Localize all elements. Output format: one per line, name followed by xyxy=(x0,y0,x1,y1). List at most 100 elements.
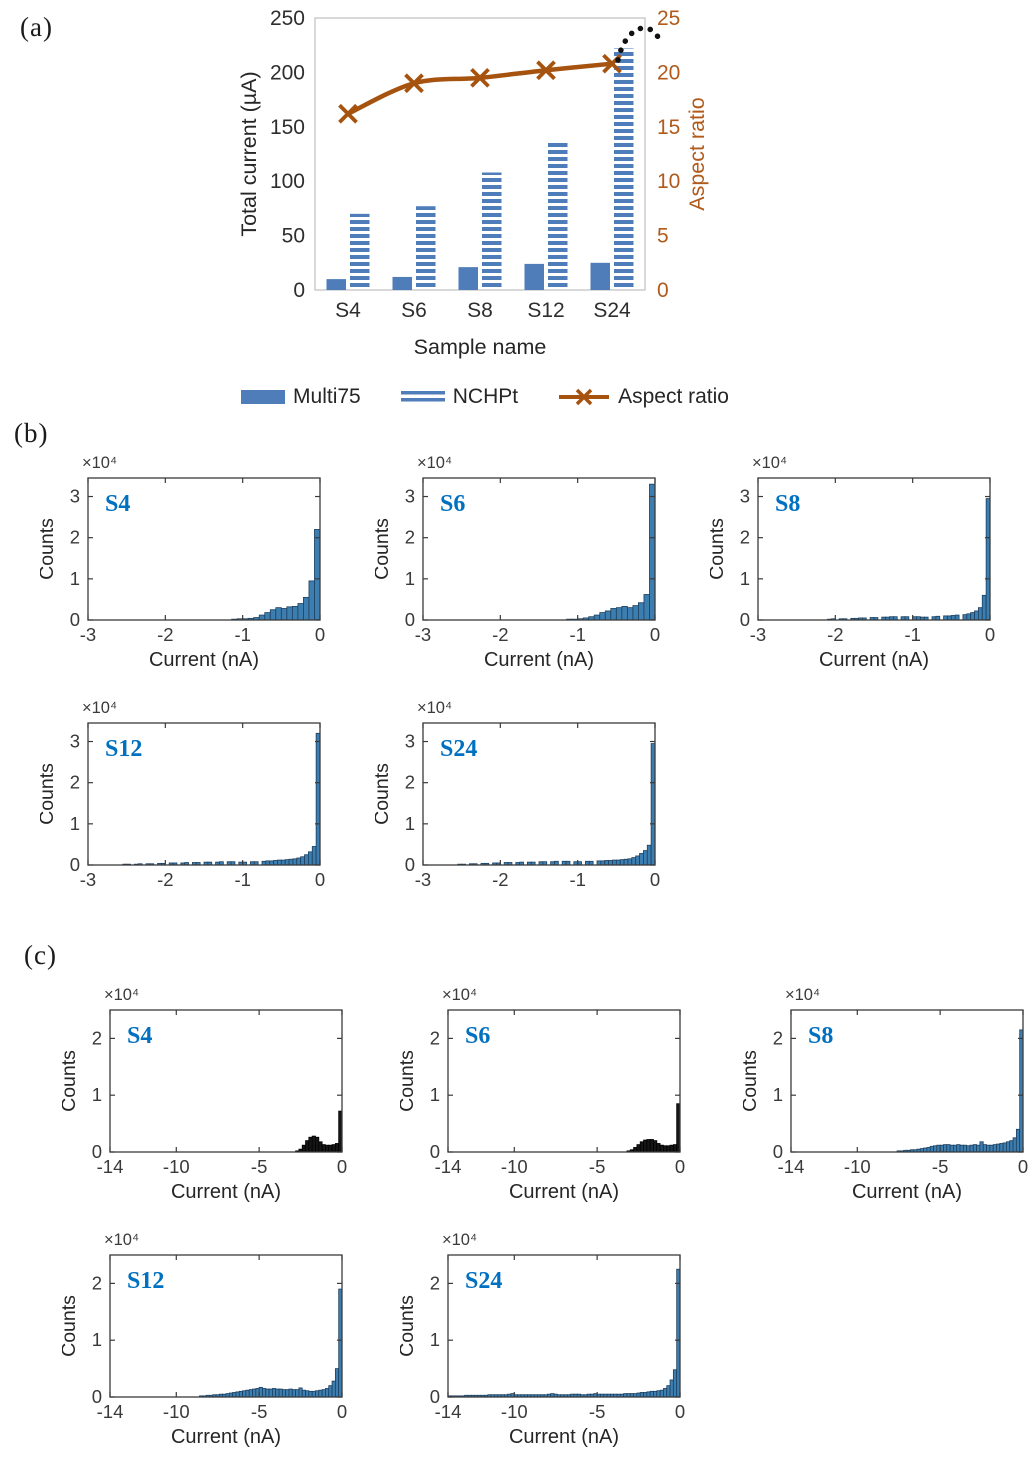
sample-label-c-s8: S8 xyxy=(808,1023,833,1049)
svg-text:-2: -2 xyxy=(157,624,173,645)
svg-text:0: 0 xyxy=(337,1401,347,1422)
histogram-svg-c-s24: 0 1 2 -14 -10 -5 0 ×10⁴ Counts Current (nA) S24 xyxy=(400,1231,685,1448)
svg-text:0: 0 xyxy=(70,609,80,630)
svg-text:3: 3 xyxy=(70,486,80,507)
striped-bar-swatch xyxy=(400,391,445,403)
svg-text:0: 0 xyxy=(405,609,415,630)
histogram-b-s6: 0 1 2 3 -3 -2 -1 0 ×10⁴ Counts Current (nA) S6 xyxy=(375,440,665,672)
svg-text:Current (nA): Current (nA) xyxy=(509,1426,619,1448)
svg-text:0: 0 xyxy=(650,624,660,645)
svg-text:-5: -5 xyxy=(589,1156,605,1177)
legend-label-aspect-ratio: Aspect ratio xyxy=(618,385,729,408)
svg-text:×10⁴: ×10⁴ xyxy=(785,986,820,1004)
svg-text:100: 100 xyxy=(270,170,305,193)
svg-text:0: 0 xyxy=(430,1141,440,1162)
svg-text:Current (nA): Current (nA) xyxy=(819,649,929,671)
svg-text:Counts: Counts xyxy=(743,1050,761,1112)
svg-text:×10⁴: ×10⁴ xyxy=(417,454,452,472)
svg-text:Current (nA): Current (nA) xyxy=(852,1181,962,1203)
svg-text:-5: -5 xyxy=(589,1401,605,1422)
bar-nchpt-S24 xyxy=(614,48,634,290)
svg-text:1: 1 xyxy=(70,568,80,589)
svg-text:-10: -10 xyxy=(844,1156,871,1177)
svg-text:S24: S24 xyxy=(593,299,631,322)
bar-nchpt-S8 xyxy=(482,172,502,290)
histogram-c-s6: 0 1 2 -14 -10 -5 0 ×10⁴ Counts Current (nA) S6 xyxy=(400,972,690,1204)
sample-label-b-s12: S12 xyxy=(105,736,142,762)
bar-nchpt-S4 xyxy=(350,213,370,290)
legend-label-nchpt: NCHPt xyxy=(452,385,519,408)
svg-text:-3: -3 xyxy=(750,624,766,645)
svg-text:-10: -10 xyxy=(163,1156,190,1177)
svg-text:-1: -1 xyxy=(904,624,920,645)
svg-text:1: 1 xyxy=(405,568,415,589)
svg-text:1: 1 xyxy=(430,1084,440,1105)
x-marker-S12 xyxy=(536,60,556,81)
dotted-arc-annotation xyxy=(615,25,664,63)
svg-text:-10: -10 xyxy=(163,1401,190,1422)
svg-text:50: 50 xyxy=(282,225,305,248)
svg-text:-5: -5 xyxy=(251,1156,267,1177)
plot-frame xyxy=(447,1254,681,1398)
svg-text:0: 0 xyxy=(773,1141,783,1162)
svg-text:0: 0 xyxy=(92,1386,102,1407)
svg-text:-5: -5 xyxy=(932,1156,948,1177)
bar-multi75-S24 xyxy=(590,262,610,290)
histogram-bars xyxy=(295,1110,343,1153)
svg-text:Total current (µA): Total current (µA) xyxy=(240,71,261,236)
plot-frame xyxy=(422,477,656,621)
svg-text:1: 1 xyxy=(92,1329,102,1350)
svg-text:Current (nA): Current (nA) xyxy=(509,1181,619,1203)
svg-text:0: 0 xyxy=(1018,1156,1028,1177)
bar-nchpt-S6 xyxy=(416,206,436,290)
svg-text:0: 0 xyxy=(657,279,669,302)
panel-label-c: (c) xyxy=(24,940,57,970)
plot-frame xyxy=(790,1009,1024,1153)
svg-text:1: 1 xyxy=(430,1329,440,1350)
svg-text:Current (nA): Current (nA) xyxy=(171,1426,281,1448)
svg-text:Counts: Counts xyxy=(40,518,58,580)
histogram-c-s8: 0 1 2 -14 -10 -5 0 ×10⁴ Counts Current (nA) S8 xyxy=(743,972,1033,1204)
sample-label-c-s12: S12 xyxy=(127,1268,164,1294)
combo-chart-svg: 0 50 100 150 200 250 0 5 10 15 20 25 S4 S6 S8 S12 S24 Tot… xyxy=(240,10,709,359)
bar-multi75-S12 xyxy=(524,263,544,290)
svg-text:S12: S12 xyxy=(527,299,564,322)
svg-text:-2: -2 xyxy=(492,624,508,645)
legend-item-aspect-ratio: Aspect ratio xyxy=(558,385,729,409)
histogram-svg-b-s6: 0 1 2 3 -3 -2 -1 0 ×10⁴ Counts Current (nA) S6 xyxy=(375,454,660,671)
histogram-bars xyxy=(122,732,321,866)
svg-text:0: 0 xyxy=(740,609,750,630)
x-marker-S4 xyxy=(338,103,358,124)
svg-text:-3: -3 xyxy=(415,624,431,645)
legend-item-nchpt: NCHPt xyxy=(400,385,519,409)
svg-text:2: 2 xyxy=(92,1272,102,1293)
svg-text:×10⁴: ×10⁴ xyxy=(82,699,117,717)
svg-text:Current (nA): Current (nA) xyxy=(171,1181,281,1203)
combo-chart-total-current-aspect-ratio: 0 50 100 150 200 250 0 5 10 15 20 25 S4 S6 S8 S12 S24 Tot… xyxy=(240,10,720,368)
svg-text:3: 3 xyxy=(740,486,750,507)
sample-label-b-s24: S24 xyxy=(440,736,477,762)
sample-label-b-s8: S8 xyxy=(775,491,800,517)
histogram-bars xyxy=(447,1268,681,1398)
svg-text:×10⁴: ×10⁴ xyxy=(442,1231,477,1249)
svg-text:1: 1 xyxy=(92,1084,102,1105)
sample-label-c-s24: S24 xyxy=(465,1268,502,1294)
svg-text:200: 200 xyxy=(270,61,305,84)
svg-text:2: 2 xyxy=(70,527,80,548)
histogram-bars xyxy=(827,498,991,621)
svg-text:Counts: Counts xyxy=(62,1050,80,1112)
svg-text:0: 0 xyxy=(675,1401,685,1422)
svg-text:×10⁴: ×10⁴ xyxy=(82,454,117,472)
svg-text:20: 20 xyxy=(657,61,680,84)
svg-text:-14: -14 xyxy=(97,1401,124,1422)
svg-text:1: 1 xyxy=(70,813,80,834)
svg-text:2: 2 xyxy=(405,772,415,793)
plot-frame xyxy=(109,1254,343,1398)
sample-label-b-s6: S6 xyxy=(440,491,465,517)
svg-text:Counts: Counts xyxy=(400,1295,418,1357)
svg-text:Counts: Counts xyxy=(710,518,728,580)
plot-frame xyxy=(422,722,656,866)
svg-text:Current (nA): Current (nA) xyxy=(484,649,594,671)
svg-text:1: 1 xyxy=(773,1084,783,1105)
